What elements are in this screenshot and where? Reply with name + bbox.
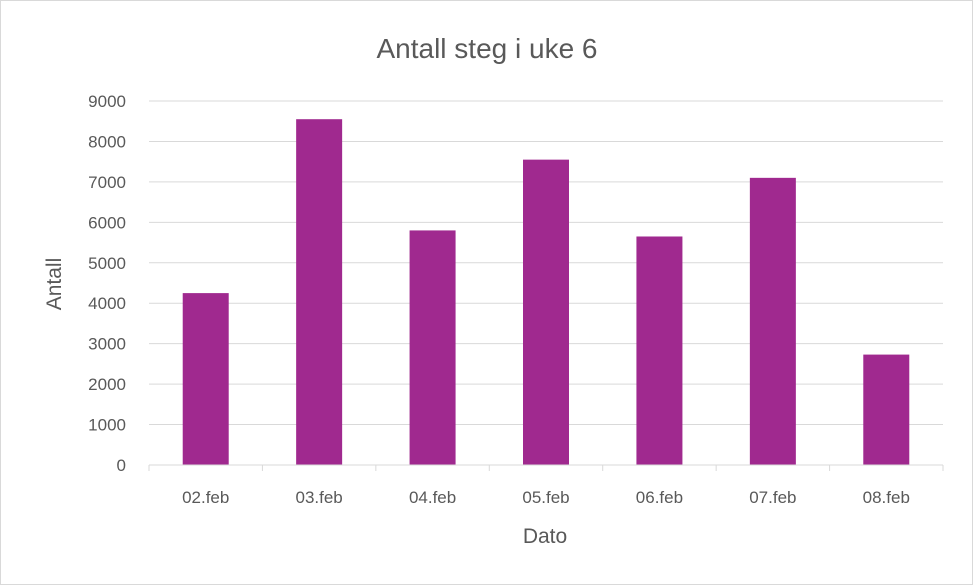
bar <box>409 230 456 465</box>
bar <box>182 293 229 465</box>
y-axis-title: Antall <box>43 258 66 311</box>
y-tick-label: 9000 <box>88 92 126 111</box>
bar <box>749 177 796 465</box>
y-tick-label: 6000 <box>88 213 126 232</box>
bar <box>523 159 569 465</box>
x-tick-label: 08.feb <box>863 488 910 507</box>
bar <box>296 119 343 465</box>
x-axis-title: Dato <box>523 525 567 548</box>
y-tick-label: 2000 <box>88 375 126 394</box>
x-axis-ticks: 02.feb 03.feb 04.feb 05.feb 06.feb 07.feb 08.f… <box>148 465 944 507</box>
y-tick-label: 7000 <box>88 173 126 192</box>
y-tick-label: 5000 <box>88 254 126 273</box>
x-tick-label: 04.feb <box>409 488 456 507</box>
x-tick-label: 03.feb <box>296 488 343 507</box>
x-tick-label: 02.feb <box>182 488 229 507</box>
y-tick-label: 1000 <box>88 416 126 435</box>
y-tick-label: 3000 <box>88 335 126 354</box>
chart-title: Antall steg i uke 6 <box>376 33 597 64</box>
y-tick-label: 4000 <box>88 294 126 313</box>
bar <box>863 354 910 465</box>
y-tick-label: 8000 <box>88 132 126 151</box>
x-tick-label: 07.feb <box>749 488 796 507</box>
x-tick-label: 06.feb <box>636 488 683 507</box>
bar <box>636 236 683 465</box>
x-tick-label: 05.feb <box>522 488 569 507</box>
bars <box>182 119 910 465</box>
y-tick-label: 0 <box>117 456 126 475</box>
y-axis-ticks: 0 1000 2000 3000 4000 5000 6000 7000 8000 9000 <box>88 92 126 475</box>
